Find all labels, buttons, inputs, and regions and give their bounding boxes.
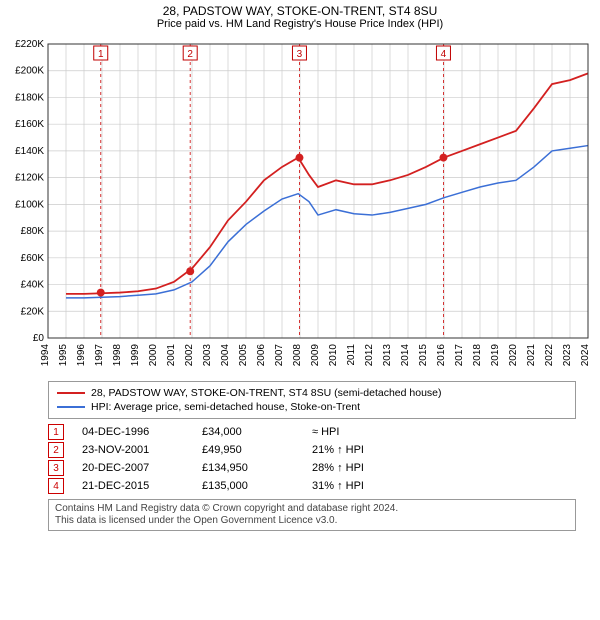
- sale-row: 3 20-DEC-2007£134,95028% ↑ HPI: [48, 459, 576, 477]
- footer-line-2: This data is licensed under the Open Gov…: [55, 515, 569, 527]
- legend-item: 28, PADSTOW WAY, STOKE-ON-TRENT, ST4 8SU…: [57, 386, 567, 400]
- svg-text:£80K: £80K: [21, 226, 45, 237]
- chart-title: 28, PADSTOW WAY, STOKE-ON-TRENT, ST4 8SU: [8, 4, 592, 18]
- svg-text:1: 1: [98, 49, 104, 60]
- svg-text:2007: 2007: [274, 344, 285, 367]
- sale-hpi-comparison: ≈ HPI: [312, 426, 339, 438]
- legend-swatch: [57, 392, 85, 394]
- svg-text:2: 2: [187, 49, 193, 60]
- sale-date: 21-DEC-2015: [82, 480, 202, 492]
- svg-text:1994: 1994: [40, 344, 51, 367]
- sale-number-badge: 4: [48, 478, 64, 494]
- svg-text:2016: 2016: [436, 344, 447, 367]
- svg-text:1999: 1999: [130, 344, 141, 367]
- svg-text:2015: 2015: [418, 344, 429, 367]
- sale-date: 23-NOV-2001: [82, 444, 202, 456]
- svg-text:2002: 2002: [184, 344, 195, 367]
- attribution-footer: Contains HM Land Registry data © Crown c…: [48, 499, 576, 531]
- sales-table: 1 04-DEC-1996£34,000≈ HPI 2 23-NOV-2001£49,…: [48, 423, 576, 495]
- footer-line-1: Contains HM Land Registry data © Crown c…: [55, 503, 569, 515]
- sale-price: £49,950: [202, 444, 312, 456]
- svg-text:2010: 2010: [328, 344, 339, 367]
- svg-text:1995: 1995: [58, 344, 69, 367]
- line-chart: £0 £20K £40K £60K £80K £100K £120K £140K £160K £1…: [8, 34, 592, 372]
- svg-text:£100K: £100K: [15, 199, 44, 210]
- svg-text:2018: 2018: [472, 344, 483, 367]
- svg-text:£200K: £200K: [15, 66, 44, 77]
- svg-text:£180K: £180K: [15, 92, 44, 103]
- svg-text:£220K: £220K: [15, 39, 44, 50]
- svg-text:2021: 2021: [526, 344, 537, 367]
- svg-text:2006: 2006: [256, 344, 267, 367]
- svg-text:2022: 2022: [544, 344, 555, 367]
- svg-text:1997: 1997: [94, 344, 105, 367]
- svg-text:£20K: £20K: [21, 306, 45, 317]
- sale-row: 1 04-DEC-1996£34,000≈ HPI: [48, 423, 576, 441]
- sale-number-badge: 1: [48, 424, 64, 440]
- sale-date: 04-DEC-1996: [82, 426, 202, 438]
- chart-area: £0 £20K £40K £60K £80K £100K £120K £140K £160K £1…: [8, 34, 592, 375]
- svg-text:£140K: £140K: [15, 146, 44, 157]
- svg-text:£60K: £60K: [21, 253, 45, 264]
- svg-text:2000: 2000: [148, 344, 159, 367]
- legend-label: HPI: Average price, semi-detached house,…: [91, 401, 360, 413]
- svg-text:2009: 2009: [310, 344, 321, 367]
- svg-text:2012: 2012: [364, 344, 375, 367]
- svg-text:£0: £0: [33, 333, 45, 344]
- svg-text:2008: 2008: [292, 344, 303, 367]
- sale-hpi-comparison: 21% ↑ HPI: [312, 444, 364, 456]
- svg-text:1996: 1996: [76, 344, 87, 367]
- svg-text:2001: 2001: [166, 344, 177, 367]
- svg-text:£40K: £40K: [21, 280, 45, 291]
- legend-item: HPI: Average price, semi-detached house,…: [57, 400, 567, 414]
- sale-row: 4 21-DEC-2015£135,00031% ↑ HPI: [48, 477, 576, 495]
- sale-hpi-comparison: 28% ↑ HPI: [312, 462, 364, 474]
- svg-text:1998: 1998: [112, 344, 123, 367]
- legend-label: 28, PADSTOW WAY, STOKE-ON-TRENT, ST4 8SU…: [91, 387, 442, 399]
- sale-price: £135,000: [202, 480, 312, 492]
- sale-date: 20-DEC-2007: [82, 462, 202, 474]
- legend-swatch: [57, 406, 85, 408]
- chart-subtitle: Price paid vs. HM Land Registry's House …: [8, 18, 592, 30]
- svg-text:2011: 2011: [346, 344, 357, 366]
- sale-row: 2 23-NOV-2001£49,95021% ↑ HPI: [48, 441, 576, 459]
- legend: 28, PADSTOW WAY, STOKE-ON-TRENT, ST4 8SU…: [48, 381, 576, 419]
- svg-text:£120K: £120K: [15, 173, 44, 184]
- sale-price: £134,950: [202, 462, 312, 474]
- sale-number-badge: 2: [48, 442, 64, 458]
- svg-text:2003: 2003: [202, 344, 213, 367]
- svg-text:2013: 2013: [382, 344, 393, 367]
- sale-hpi-comparison: 31% ↑ HPI: [312, 480, 364, 492]
- svg-text:2014: 2014: [400, 344, 411, 367]
- svg-text:2024: 2024: [580, 344, 591, 367]
- svg-text:2004: 2004: [220, 344, 231, 367]
- svg-text:4: 4: [441, 49, 447, 60]
- svg-text:2023: 2023: [562, 344, 573, 367]
- svg-text:£160K: £160K: [15, 119, 44, 130]
- sale-number-badge: 3: [48, 460, 64, 476]
- svg-text:3: 3: [297, 49, 303, 60]
- svg-text:2020: 2020: [508, 344, 519, 367]
- svg-text:2019: 2019: [490, 344, 501, 367]
- sale-price: £34,000: [202, 426, 312, 438]
- svg-text:2017: 2017: [454, 344, 465, 367]
- svg-text:2005: 2005: [238, 344, 249, 367]
